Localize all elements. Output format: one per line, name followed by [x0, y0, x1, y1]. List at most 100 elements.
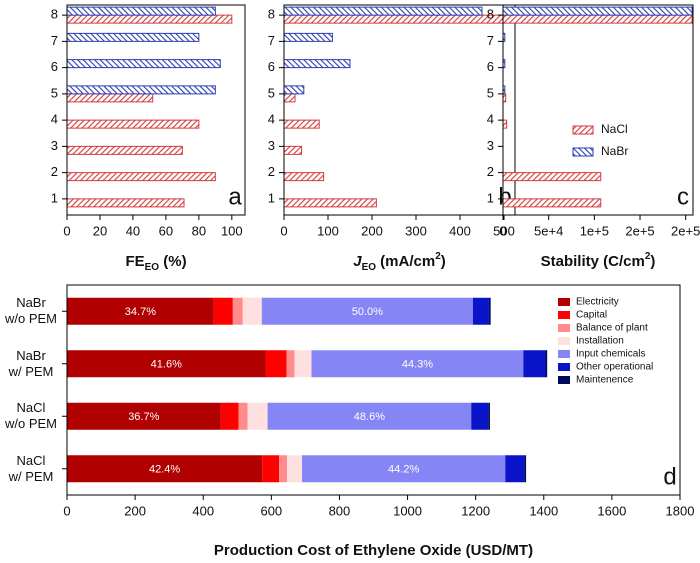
bar-segment: [242, 297, 262, 325]
segment-label: 48.6%: [354, 411, 385, 423]
bar-segment: [213, 297, 233, 325]
legend-label: Electricity: [576, 297, 619, 308]
x-tick-label: 80: [192, 223, 206, 238]
bar: [283, 6, 483, 16]
legend-label: Capital: [576, 310, 607, 321]
bar: [283, 59, 351, 69]
bar-segment: [524, 455, 527, 483]
x-axis-label-part: 2: [435, 251, 441, 262]
x-tick-label: 5e+4: [534, 223, 563, 238]
bar-segment: [67, 350, 266, 378]
x-tick-label: 0: [499, 223, 506, 238]
y-tick-label: 3: [51, 138, 58, 153]
legend-label: NaBr: [601, 144, 628, 158]
bar-segment: [261, 297, 473, 325]
y-tick-label: NaCl w/ PEM: [8, 452, 54, 484]
x-tick-label: 200: [124, 503, 146, 518]
bar: [502, 119, 508, 129]
y-tick-label: NaCl w/o PEM: [4, 400, 57, 432]
bar: [66, 119, 200, 129]
x-tick-label: 40: [126, 223, 140, 238]
bar: [502, 14, 693, 24]
legend-label: Balance of plant: [576, 323, 648, 334]
bar: [66, 32, 200, 42]
legend-swatch: [572, 125, 594, 135]
x-axis-label: Production Cost of Ethylene Oxide (USD/M…: [214, 542, 533, 559]
x-axis-label: FEEO (%): [125, 253, 186, 273]
y-tick-label: 6: [268, 59, 275, 74]
x-tick-label: 60: [159, 223, 173, 238]
y-tick-label: 8: [487, 7, 494, 22]
bar: [66, 172, 216, 182]
bar: [66, 145, 183, 155]
y-tick-label: 6: [51, 59, 58, 74]
x-tick-label: 1800: [666, 503, 695, 518]
y-tick-label: 5: [51, 85, 58, 100]
bar: [283, 85, 305, 95]
plot-frame: [66, 4, 246, 216]
panel-label: a: [228, 183, 242, 210]
legend-swatch: [558, 298, 570, 306]
y-tick-label: 3: [487, 138, 494, 153]
bar: [283, 172, 325, 182]
bar-segment: [471, 402, 489, 430]
x-tick-label: 400: [449, 223, 471, 238]
x-tick-label: 0: [63, 223, 70, 238]
bar: [283, 198, 377, 208]
bar-segment: [67, 297, 214, 325]
x-tick-label: 0: [280, 223, 287, 238]
bar-segment: [267, 402, 472, 430]
bar: [66, 59, 221, 69]
x-tick-label: 1400: [529, 503, 558, 518]
x-axis-label-part: ): [650, 253, 655, 270]
y-tick-label: 4: [268, 112, 275, 127]
y-tick-label: 4: [51, 112, 58, 127]
x-tick-label: 100: [221, 223, 243, 238]
x-axis-label-part: FE: [125, 253, 144, 270]
bar-segment: [279, 455, 287, 483]
legend-label: Maintenence: [576, 375, 634, 386]
y-tick-label: 2: [268, 164, 275, 179]
x-tick-label: 400: [192, 503, 214, 518]
y-tick-label: 7: [487, 33, 494, 48]
x-tick-label: 500: [493, 223, 515, 238]
y-tick-label: 7: [268, 33, 275, 48]
segment-label: 42.4%: [149, 464, 180, 476]
segment-label: 36.7%: [128, 411, 159, 423]
y-tick-label: 8: [51, 7, 58, 22]
bar: [66, 6, 216, 16]
y-tick-label: 6: [487, 59, 494, 74]
bar: [502, 6, 693, 16]
y-tick-label: 5: [487, 85, 494, 100]
bar-segment: [505, 455, 525, 483]
legend-swatch: [558, 324, 570, 332]
y-tick-label: 1: [487, 190, 494, 205]
y-tick-label: NaBr w/o PEM: [4, 295, 57, 327]
x-axis-label-part: (mA/cm: [376, 253, 435, 270]
legend-swatch: [558, 337, 570, 345]
bar: [283, 32, 333, 42]
x-tick-label: 800: [329, 503, 351, 518]
bar: [66, 93, 154, 103]
bar-segment: [67, 402, 221, 430]
panel-label: d: [663, 463, 676, 490]
plot-frame: [283, 4, 516, 216]
plot-frame: [502, 4, 694, 216]
legend-label: Input chemicals: [576, 349, 645, 360]
segment-label: 44.3%: [402, 359, 433, 371]
bar: [502, 198, 602, 208]
x-axis-label-part: EO: [145, 262, 160, 273]
x-axis-label-part: EO: [362, 262, 377, 273]
bar-segment: [238, 402, 248, 430]
y-tick-label: 4: [487, 112, 494, 127]
y-tick-label: 3: [268, 138, 275, 153]
x-axis-label-part: 2: [645, 251, 651, 262]
x-tick-label: 300: [405, 223, 427, 238]
bar-segment: [472, 297, 489, 325]
legend-label: NaCl: [601, 122, 628, 136]
bar: [66, 14, 233, 24]
y-tick-label: 8: [268, 7, 275, 22]
bar: [283, 145, 303, 155]
